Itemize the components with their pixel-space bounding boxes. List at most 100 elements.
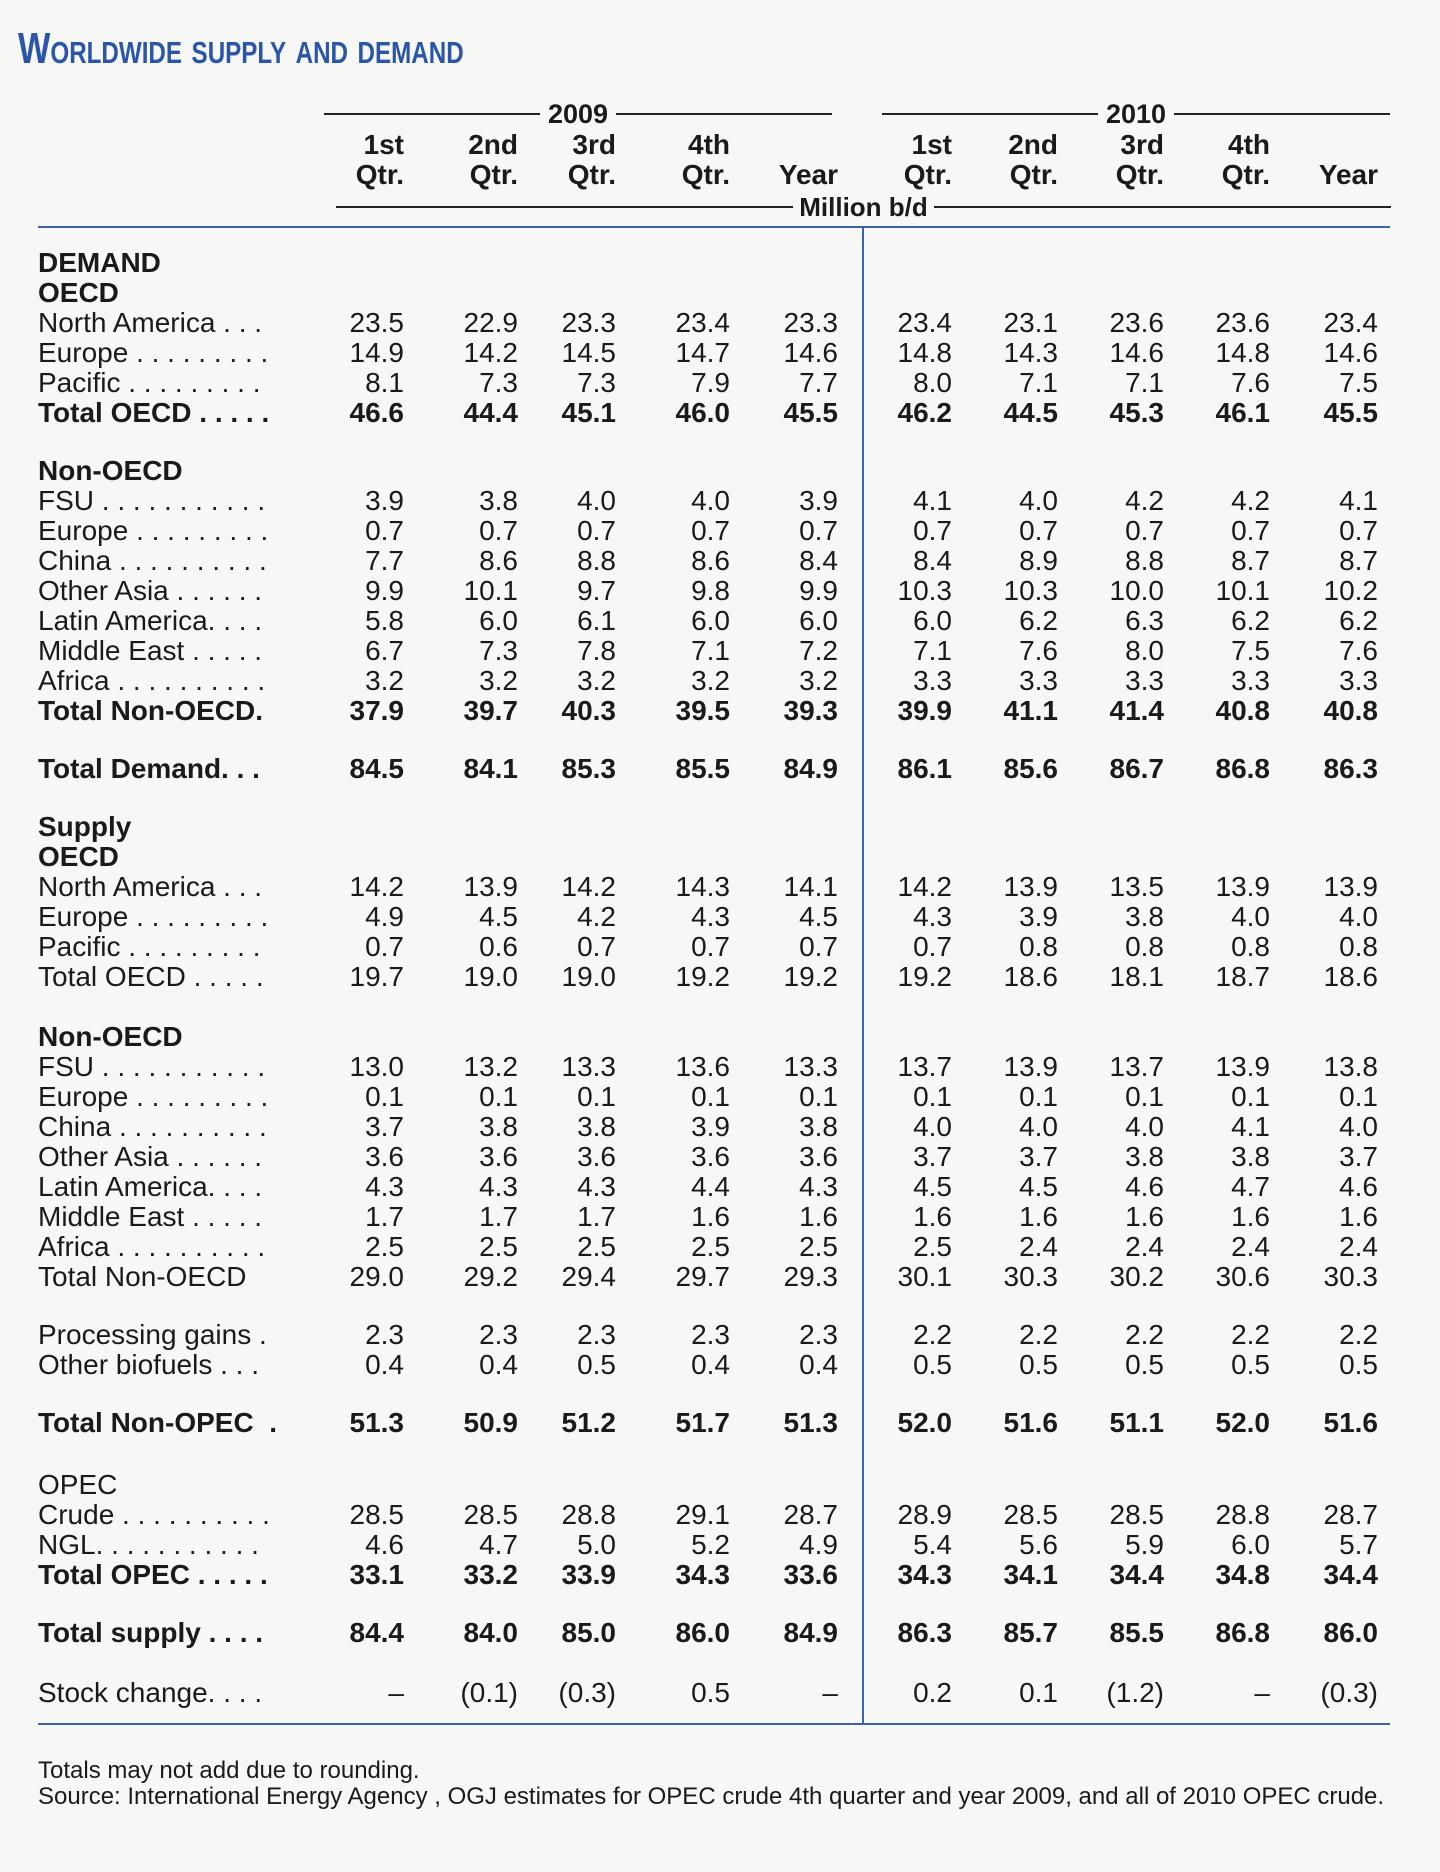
- table-cell: 4.6: [1339, 1171, 1378, 1202]
- table-cell: 7.5: [1339, 367, 1378, 398]
- table-cell: (1.2): [1106, 1677, 1164, 1708]
- table-cell: 0.4: [691, 1349, 730, 1380]
- table-cell: 0.4: [365, 1349, 404, 1380]
- table-cell: 0.8: [1339, 931, 1378, 962]
- table-cell: 84.1: [463, 753, 519, 784]
- table-row: Processing gains . 2.3 2.3 2.3 2.3 2.3 2.2 2.2 2…: [38, 1320, 1390, 1350]
- footnote-rounding: Totals may not add due to rounding.: [38, 1757, 420, 1784]
- table-cell: 33.6: [783, 1559, 839, 1590]
- table-cell: 0.8: [1019, 931, 1058, 962]
- table-cell: 2.3: [799, 1319, 838, 1350]
- table-cell: 3.8: [577, 1111, 616, 1142]
- table-cell: 2.4: [1125, 1231, 1164, 1262]
- table-cell: 2.5: [913, 1231, 952, 1262]
- table-row: Other biofuels . . . 0.4 0.4 0.5 0.4 0.4 0.5 0.…: [38, 1350, 1390, 1380]
- table-cell: 86.8: [1215, 1617, 1271, 1648]
- table-cell: –: [388, 1677, 404, 1708]
- table-row: Pacific . . . . . . . . . 8.1 7.3 7.3 7.9 7.7…: [38, 368, 1390, 398]
- table-cell: 0.1: [1231, 1081, 1270, 1112]
- row-label: Total Demand. . .: [38, 753, 260, 784]
- table-cell: 2.3: [691, 1319, 730, 1350]
- table-cell: 28.8: [561, 1499, 617, 1530]
- row-label: Europe . . . . . . . . .: [38, 901, 269, 932]
- table-cell: 28.5: [1109, 1499, 1165, 1530]
- table-cell: 0.1: [1019, 1677, 1058, 1708]
- table-cell: –: [1254, 1677, 1270, 1708]
- table-row: Pacific . . . . . . . . . 0.7 0.6 0.7 0.7 0.7…: [38, 932, 1390, 962]
- table-cell: 4.3: [799, 1171, 838, 1202]
- table-cell: 23.6: [1109, 307, 1165, 338]
- table-cell: 7.6: [1019, 635, 1058, 666]
- table-cell: 13.6: [675, 1051, 731, 1082]
- table-cell: 0.5: [1231, 1349, 1270, 1380]
- table-cell: 3.7: [1339, 1141, 1378, 1172]
- table-cell: 28.7: [1323, 1499, 1379, 1530]
- table-cell: 0.1: [913, 1081, 952, 1112]
- table-cell: 1.6: [1339, 1201, 1378, 1232]
- row-label: Crude . . . . . . . . . .: [38, 1499, 270, 1530]
- table-cell: 19.0: [463, 961, 519, 992]
- table-cell: 28.5: [463, 1499, 519, 1530]
- table-row: Total Non-OECD 29.0 29.2 29.4 29.7 29.3 30.1 30…: [38, 1262, 1390, 1292]
- table-cell: 4.1: [1339, 485, 1378, 516]
- table-cell: 3.8: [479, 1111, 518, 1142]
- table-cell: 6.0: [691, 605, 730, 636]
- table-cell: 2.5: [691, 1231, 730, 1262]
- row-label: Africa . . . . . . . . . .: [38, 665, 266, 696]
- table-cell: 13.8: [1323, 1051, 1379, 1082]
- table-cell: 0.5: [1339, 1349, 1378, 1380]
- table-cell: 4.0: [1019, 485, 1058, 516]
- table-cell: 4.7: [1231, 1171, 1270, 1202]
- table-cell: 85.7: [1003, 1617, 1059, 1648]
- unit-label: Million b/d: [799, 191, 928, 222]
- table-cell: 4.7: [479, 1529, 518, 1560]
- year-label: 2009: [547, 98, 609, 129]
- table-row: Total Non-OECD. 37.9 39.7 40.3 39.5 39.3 39.9 4…: [38, 696, 1390, 726]
- table-row: Total OPEC . . . . . 33.1 33.2 33.9 34.3 33.6…: [38, 1560, 1390, 1590]
- table-cell: 7.8: [577, 635, 616, 666]
- table-cell: 51.3: [349, 1407, 405, 1438]
- row-label: Processing gains .: [38, 1319, 267, 1350]
- table-cell: 3.2: [799, 665, 838, 696]
- table-cell: 44.5: [1003, 397, 1059, 428]
- table-cell: 2.5: [365, 1231, 404, 1262]
- table-cell: 33.1: [349, 1559, 405, 1590]
- table-cell: 3.2: [577, 665, 616, 696]
- table-top-rule: [38, 226, 1390, 228]
- table-cell: 4.2: [1125, 485, 1164, 516]
- table-row: Total Non-OPEC . 51.3 50.9 51.2 51.7 51.3 52.0…: [38, 1408, 1390, 1438]
- table-cell: 86.0: [1323, 1617, 1379, 1648]
- table-cell: 4.3: [913, 901, 952, 932]
- table-row: Stock change. . . . – (0.1) (0.3) 0.5 – 0.2 0.1…: [38, 1678, 1390, 1708]
- section-heading: OPEC: [38, 1469, 118, 1500]
- table-cell: 7.1: [1125, 367, 1164, 398]
- table-cell: 44.4: [463, 397, 519, 428]
- table-row: North America . . . 14.2 13.9 14.2 14.3 14.1 1…: [38, 872, 1390, 902]
- table-cell: 2.2: [1339, 1319, 1378, 1350]
- table-cell: 23.4: [1323, 307, 1379, 338]
- row-label: Middle East . . . . .: [38, 1201, 263, 1232]
- table-cell: 85.5: [675, 753, 731, 784]
- row-label: China . . . . . . . . . .: [38, 545, 267, 576]
- table-cell: 4.0: [1339, 1111, 1378, 1142]
- column-header: 2nd Qtr.: [468, 129, 518, 190]
- row-label: Pacific . . . . . . . . .: [38, 931, 261, 962]
- table-cell: 30.2: [1109, 1261, 1165, 1292]
- table-cell: 2.5: [479, 1231, 518, 1262]
- table-cell: 23.3: [561, 307, 617, 338]
- table-cell: 18.1: [1109, 961, 1165, 992]
- table-cell: 8.1: [365, 367, 404, 398]
- table-cell: 7.3: [479, 635, 518, 666]
- table-cell: 8.8: [577, 545, 616, 576]
- table-cell: 0.1: [1019, 1081, 1058, 1112]
- table-cell: 13.9: [1003, 871, 1059, 902]
- table-cell: 3.6: [799, 1141, 838, 1172]
- year-divider-rule: [862, 228, 864, 1725]
- table-cell: 2.2: [1019, 1319, 1058, 1350]
- table-cell: 3.9: [799, 485, 838, 516]
- table-cell: 5.2: [691, 1529, 730, 1560]
- table-cell: 13.7: [1109, 1051, 1165, 1082]
- table-cell: 0.8: [1125, 931, 1164, 962]
- table-cell: 6.2: [1339, 605, 1378, 636]
- table-row: Latin America. . . . 5.8 6.0 6.1 6.0 6.0 6.0 6.…: [38, 606, 1390, 636]
